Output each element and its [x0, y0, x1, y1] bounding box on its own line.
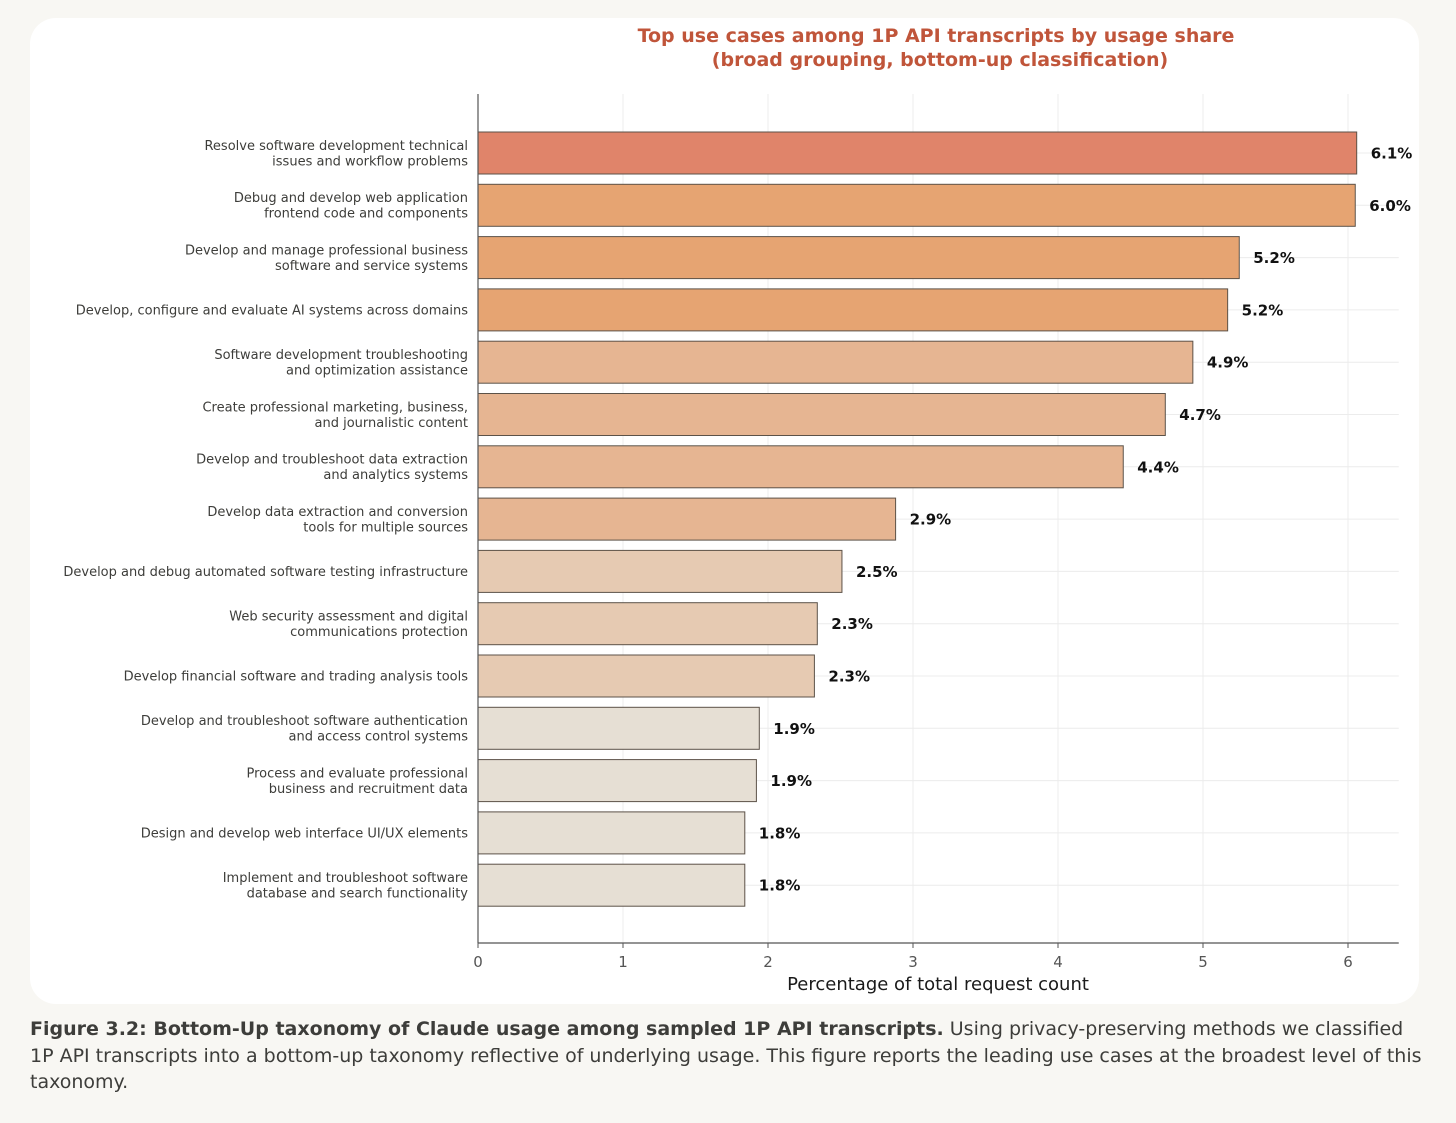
category-label: Implement and troubleshoot software	[223, 871, 468, 886]
caption-text: Using privacy-preserving methods we clas…	[30, 1018, 1422, 1093]
figure-caption: Figure 3.2: Bottom-Up taxonomy of Claude…	[30, 1016, 1430, 1096]
value-label: 4.7%	[1179, 406, 1221, 424]
value-label: 5.2%	[1253, 249, 1295, 267]
category-labels: Resolve software development technicalis…	[63, 139, 468, 902]
category-label: Develop financial software and trading a…	[124, 670, 469, 685]
value-label: 2.3%	[831, 615, 873, 633]
category-label: database and search functionality	[247, 886, 469, 901]
value-label: 2.9%	[910, 511, 952, 529]
value-label: 2.5%	[856, 563, 898, 581]
bars	[477, 131, 1358, 907]
axes: 0 1 2 3 4 5 6	[473, 94, 1399, 971]
value-labels: 6.1% 6.0% 5.2% 5.2% 4.9% 4.7% 4.4% 2.9% 2.5% 2.3%…	[759, 145, 1413, 895]
x-tick-label: 4	[1053, 953, 1063, 971]
category-label: and optimization assistance	[286, 363, 468, 378]
category-label: Resolve software development technical	[204, 139, 468, 154]
bar	[477, 549, 843, 593]
category-label: and analytics systems	[323, 468, 468, 483]
category-label: software and service systems	[275, 259, 468, 274]
chart-subtitle: (broad grouping, bottom-up classificatio…	[712, 49, 1168, 71]
value-label: 1.9%	[773, 720, 815, 738]
value-label: 6.1%	[1371, 145, 1413, 163]
chart-title: Top use cases among 1P API transcripts b…	[638, 25, 1235, 47]
bar	[477, 288, 1229, 332]
category-label: Software development troubleshooting	[214, 348, 468, 363]
category-label: issues and workflow problems	[272, 154, 468, 169]
value-label: 5.2%	[1242, 301, 1284, 319]
bar	[477, 131, 1358, 175]
category-label: Develop and manage professional business	[185, 243, 468, 258]
x-tick-label: 5	[1198, 953, 1208, 971]
value-label: 4.9%	[1207, 354, 1249, 372]
bar-chart: Top use cases among 1P API transcripts b…	[63, 25, 1413, 995]
bar	[477, 236, 1240, 280]
bar	[477, 393, 1166, 436]
caption-title: Figure 3.2: Bottom-Up taxonomy of Claude…	[30, 1018, 944, 1040]
bar	[477, 340, 1194, 384]
value-label: 1.9%	[770, 772, 812, 790]
category-label: and journalistic content	[315, 416, 468, 431]
category-label: frontend code and components	[264, 207, 468, 222]
bar	[477, 706, 760, 750]
category-label: Develop and troubleshoot data extraction	[196, 453, 468, 468]
category-label: Develop and debug automated software tes…	[63, 565, 468, 580]
value-label: 4.4%	[1137, 458, 1179, 476]
value-label: 1.8%	[759, 824, 801, 842]
value-label: 6.0%	[1369, 197, 1411, 215]
bar	[477, 654, 815, 698]
category-label: tools for multiple sources	[303, 520, 468, 535]
x-tick-label: 1	[618, 953, 628, 971]
category-label: communications protection	[290, 625, 468, 640]
category-label: Web security assessment and digital	[229, 609, 468, 624]
x-axis-label: Percentage of total request count	[787, 974, 1089, 995]
category-label: Debug and develop web application	[234, 191, 468, 206]
value-label: 2.3%	[828, 668, 870, 686]
category-label: Process and evaluate professional	[246, 766, 468, 781]
category-label: Develop and troubleshoot software authen…	[141, 714, 468, 729]
category-label: Develop, configure and evaluate AI syste…	[76, 303, 469, 318]
category-label: business and recruitment data	[269, 782, 468, 797]
x-tick-label: 3	[908, 953, 918, 971]
bar	[477, 445, 1124, 489]
category-label: Design and develop web interface UI/UX e…	[141, 826, 469, 841]
category-label: and access control systems	[289, 730, 469, 745]
category-label: Create professional marketing, business,	[202, 400, 468, 415]
bar	[477, 183, 1356, 227]
bar	[477, 811, 746, 855]
bar	[477, 863, 746, 907]
value-label: 1.8%	[759, 877, 801, 895]
category-label: Develop data extraction and conversion	[207, 505, 468, 520]
x-tick-label: 2	[763, 953, 773, 971]
bar	[477, 602, 818, 646]
bar	[477, 497, 897, 541]
x-tick-label: 6	[1343, 953, 1353, 971]
bar	[477, 759, 757, 803]
x-tick-label: 0	[473, 953, 483, 971]
